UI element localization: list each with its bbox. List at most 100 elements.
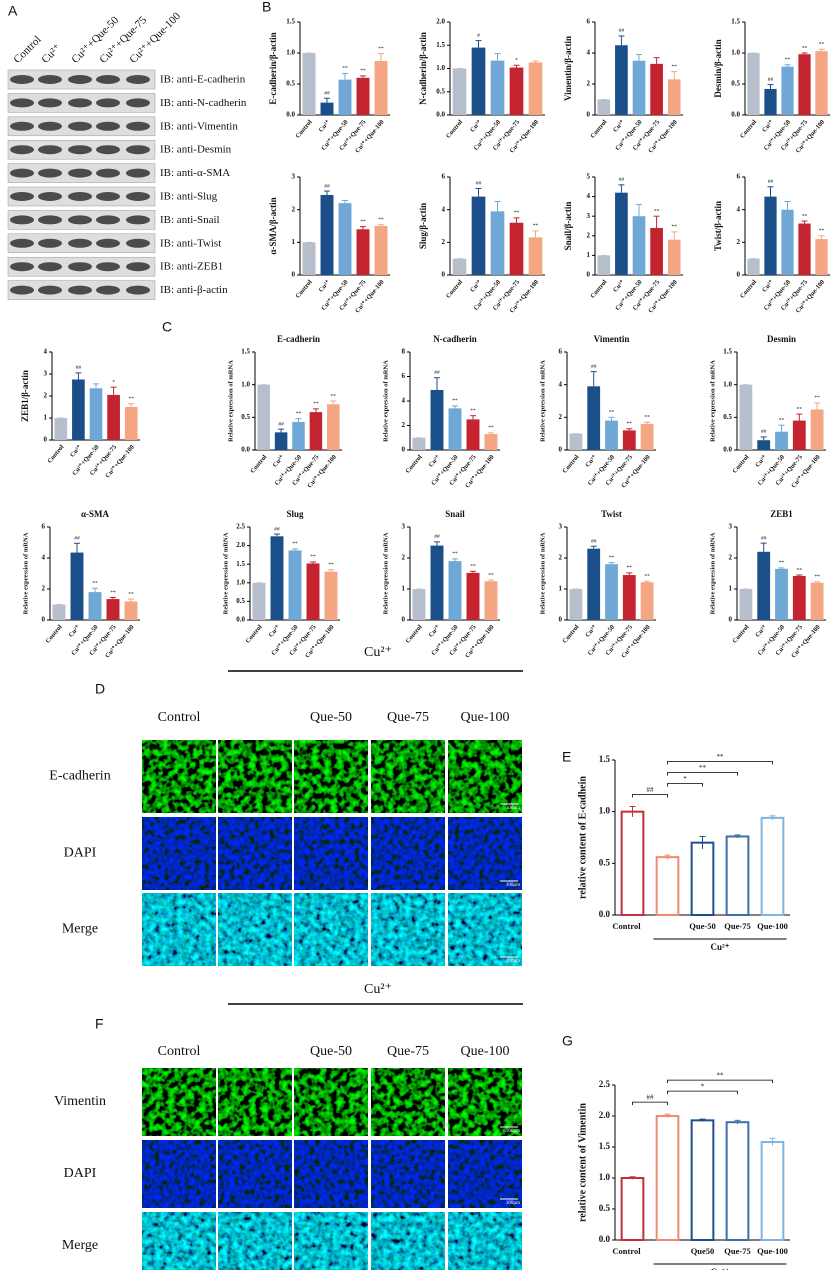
- blot-band: [10, 285, 34, 295]
- bar: [89, 388, 103, 440]
- micrograph: [218, 740, 292, 813]
- bar: [792, 575, 806, 620]
- micrograph: [218, 817, 292, 890]
- micrograph: [448, 817, 522, 890]
- panel-label: C: [162, 319, 172, 335]
- significance: **: [671, 224, 677, 230]
- blot-band: [10, 145, 34, 155]
- comparison-label: **: [717, 753, 725, 761]
- significance: **: [110, 590, 116, 596]
- blot-band: [10, 262, 34, 272]
- y-tick-label: 0: [587, 271, 591, 279]
- bar: [452, 68, 467, 115]
- y-tick-label: 0.0: [236, 616, 245, 624]
- bar: [528, 62, 543, 115]
- x-tick-label: Que-50: [689, 921, 715, 931]
- bar: [302, 53, 316, 115]
- scale-bar-label: 100μm: [506, 883, 520, 888]
- y-tick-label: 6: [559, 348, 563, 356]
- micrograph: [371, 740, 445, 813]
- blot-band: [96, 75, 120, 84]
- y-tick-label: 3: [559, 523, 563, 531]
- bar: [605, 564, 618, 620]
- y-axis-label: Relative expression of mRNA: [539, 532, 546, 614]
- bar: [605, 420, 618, 450]
- y-tick-label: 1: [729, 585, 733, 593]
- bar: [306, 563, 320, 620]
- blot-band: [96, 262, 120, 272]
- significance: **: [331, 393, 337, 399]
- y-tick-label: 1.0: [723, 380, 732, 388]
- group-label: Cu²⁺: [711, 942, 730, 952]
- significance: **: [92, 580, 98, 586]
- micrograph: [218, 1212, 292, 1270]
- comparison-label: **: [699, 764, 707, 772]
- y-tick-label: 2.0: [236, 541, 245, 549]
- blot-band: [96, 215, 120, 225]
- significance: **: [627, 421, 633, 427]
- significance: **: [644, 414, 650, 420]
- bar: [757, 440, 771, 450]
- blot-band: [68, 192, 92, 201]
- blot-band: [10, 168, 34, 178]
- y-tick-label: 4: [44, 348, 48, 356]
- y-tick-label: 2: [587, 80, 591, 88]
- bar: [798, 223, 811, 275]
- chart-title: α-SMA: [81, 509, 110, 519]
- micrograph: [294, 893, 368, 966]
- y-tick-label: 1.5: [599, 754, 611, 764]
- y-tick-label: 0: [292, 271, 296, 279]
- significance: ##: [476, 181, 482, 187]
- micrograph: [142, 1068, 216, 1136]
- column-label: Que-50: [310, 1044, 352, 1059]
- bar: [747, 53, 760, 115]
- y-tick-label: 0.0: [286, 111, 295, 119]
- micrograph: [142, 1212, 216, 1270]
- y-tick-label: 4: [559, 380, 563, 388]
- bar: [448, 561, 462, 620]
- significance: **: [609, 555, 615, 561]
- bar: [124, 601, 138, 620]
- y-axis-label: relative content of Vimentin: [577, 1103, 588, 1222]
- significance: **: [470, 408, 476, 414]
- row-label: Merge: [62, 922, 98, 937]
- bar: [632, 60, 646, 115]
- y-tick-label: 2: [402, 421, 406, 429]
- scale-bar-label: 100μm: [506, 806, 520, 811]
- y-tick-label: 0: [442, 271, 446, 279]
- blot-band: [96, 238, 120, 248]
- y-axis-label: Relative expression of mRNA: [539, 360, 546, 442]
- bar: [798, 54, 811, 115]
- scale-bar-label: 100μm: [506, 959, 520, 964]
- micrograph: [448, 1212, 522, 1270]
- blot-band: [10, 215, 34, 225]
- y-tick-label: 6: [587, 18, 591, 26]
- bar: [587, 386, 601, 450]
- column-label: Que-75: [387, 710, 429, 725]
- blot-band: [38, 75, 62, 84]
- y-axis-label: Relative expression of mRNA: [382, 532, 389, 614]
- micrograph: [142, 817, 216, 890]
- y-tick-label: 1: [44, 414, 48, 422]
- significance: **: [797, 567, 803, 573]
- blot-band: [126, 215, 150, 225]
- significance: **: [671, 64, 677, 70]
- bar: [640, 423, 654, 450]
- bar: [655, 856, 680, 917]
- bar: [70, 552, 84, 620]
- y-tick-label: 6: [402, 372, 406, 380]
- bar: [725, 1121, 750, 1241]
- bar: [587, 548, 601, 620]
- y-tick-label: 2.5: [236, 523, 245, 531]
- bar: [690, 841, 715, 917]
- significance: **: [814, 395, 820, 401]
- blot-band: [96, 98, 120, 108]
- bar: [412, 437, 426, 450]
- y-axis-label: Relative expression of mRNA: [227, 360, 234, 442]
- chart-title: Desmin: [767, 334, 796, 344]
- bar: [667, 79, 681, 115]
- significance: ##: [274, 526, 280, 532]
- y-tick-label: 0.5: [723, 413, 732, 421]
- y-tick-label: 6: [442, 173, 446, 181]
- significance: **: [814, 574, 820, 580]
